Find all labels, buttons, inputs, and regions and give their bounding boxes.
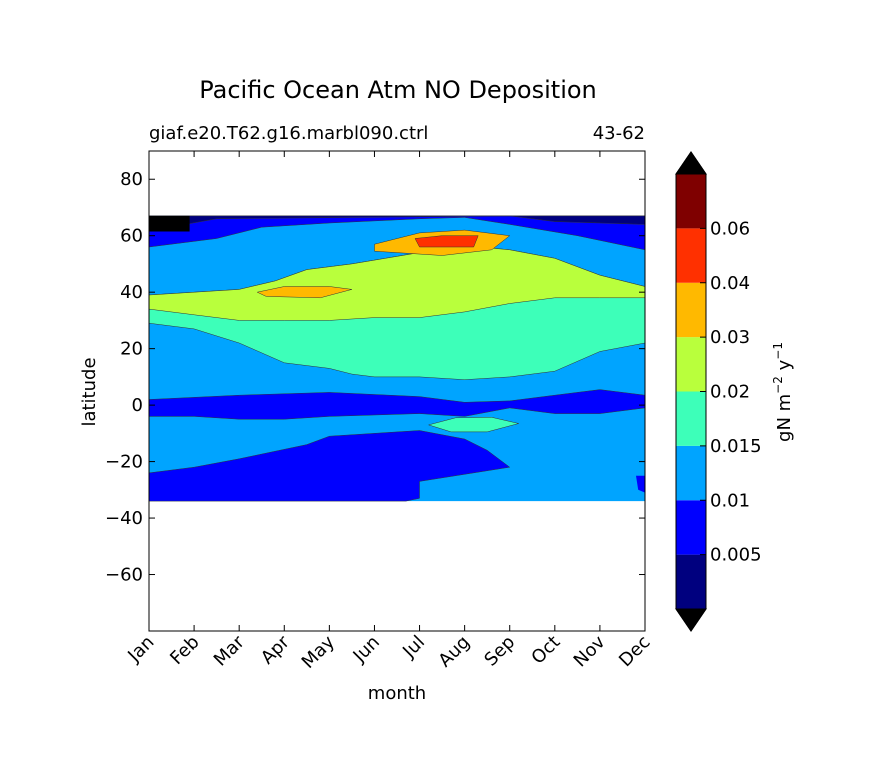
x-tick-label: Aug [434, 632, 474, 672]
colorbar-tick-label: 0.03 [710, 327, 750, 348]
y-tick-label: 40 [120, 282, 143, 303]
colorbar-tick-label: 0.005 [710, 545, 762, 566]
x-axis-label: month [368, 683, 426, 704]
band-0.005-0.01-equator [149, 389, 645, 420]
colorbar-swatch [676, 174, 706, 229]
colorbar-tick-label: 0.06 [710, 218, 750, 239]
x-tick-label: Nov [570, 631, 610, 671]
colorbar-tick-label: 0.04 [710, 273, 750, 294]
chart-subtitle-left: giaf.e20.T62.g16.marbl090.ctrl [149, 123, 428, 144]
band-0.03-0.04-island-0 [256, 286, 352, 299]
x-tick-label: Jul [398, 632, 429, 663]
band-0.005-0.01-south-edge [636, 475, 645, 493]
colorbar-label-exp2: −1 [771, 342, 785, 360]
colorbar: 0.005 0.01 0.015 0.02 0.03 0.04 0.06 [675, 151, 762, 632]
band-under-corner [149, 215, 190, 232]
y-tick-label: 60 [120, 226, 143, 247]
x-tick-label: Feb [166, 632, 203, 669]
colorbar-extend-max [675, 151, 707, 175]
colorbar-swatch [676, 337, 706, 392]
colorbar-tick-label: 0.02 [710, 382, 750, 403]
colorbar-label-exp1: −2 [771, 376, 785, 394]
x-tick-label: Jun [349, 632, 384, 667]
colorbar-extend-min [675, 608, 707, 632]
colorbar-swatch [676, 500, 706, 555]
x-tick-label: Sep [480, 632, 519, 671]
x-tick-label: Oct [527, 632, 564, 669]
colorbar-tick-label: 0.015 [710, 436, 762, 457]
colorbar-label-mid: y [774, 359, 795, 376]
colorbar-swatch [676, 228, 706, 283]
band-0.005-0.01-south [149, 430, 511, 502]
colorbar-label: gN m−2 y−1 [771, 342, 795, 442]
x-tick-label: May [298, 631, 339, 672]
colorbar-swatch [676, 554, 706, 609]
colorbar-swatch [676, 282, 706, 338]
x-tick-label: Apr [257, 631, 294, 668]
y-tick-label: 20 [120, 339, 143, 360]
chart-title: Pacific Ocean Atm NO Deposition [199, 76, 597, 104]
colorbar-swatch [676, 445, 706, 501]
plot-frame [148, 150, 646, 632]
contour-fills [149, 215, 645, 502]
y-tick-label: −60 [105, 565, 143, 586]
band-0.005-0.01-north [149, 215, 645, 251]
x-tick-label: Mar [210, 631, 249, 670]
y-tick-label: −40 [105, 508, 143, 529]
colorbar-swatch [676, 391, 706, 446]
colorbar-tick-label: 0.01 [710, 490, 750, 511]
band-0.015-0.02-island [427, 417, 519, 433]
chart-subtitle-right: 43-62 [593, 123, 645, 144]
colorbar-outline [675, 151, 707, 632]
band-0.04-0.06-island-0 [414, 235, 479, 248]
y-tick-label: 0 [132, 395, 143, 416]
y-tick-label: 80 [120, 169, 143, 190]
y-tick-label: −20 [105, 452, 143, 473]
band-0.02-0.03 [149, 245, 645, 321]
x-tick-label: Dec [615, 632, 654, 671]
y-axis: 80 60 40 20 0 −20 −40 −60 [105, 169, 645, 586]
colorbar-label-main: gN m [774, 394, 795, 442]
x-tick-label: Jan [123, 632, 158, 667]
y-axis-label: latitude [79, 357, 100, 426]
